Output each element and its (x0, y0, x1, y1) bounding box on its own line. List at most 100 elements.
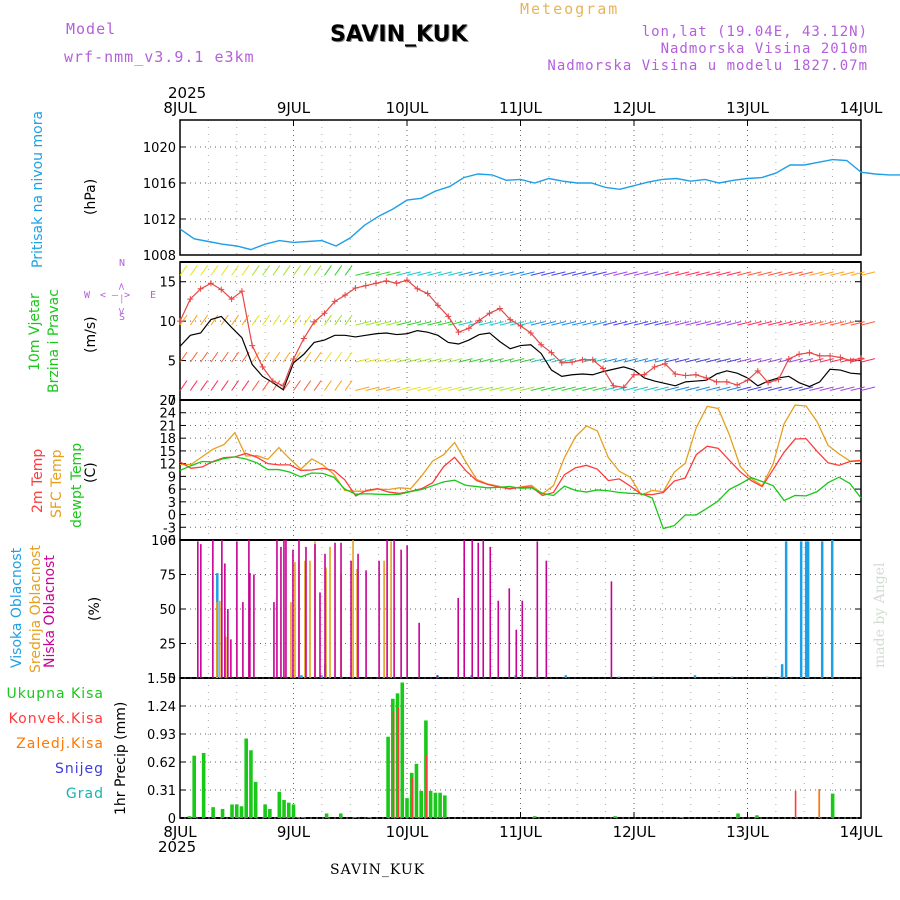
wind-arrow (706, 358, 721, 363)
total-precip-bar (282, 799, 286, 818)
low-cloud-bar (489, 546, 492, 678)
low-cloud-bar (273, 602, 275, 678)
wind-arrow (520, 271, 535, 276)
high-cloud-bar (799, 541, 803, 678)
wind-arrow (561, 386, 576, 392)
ytick-label: 24 (159, 407, 176, 422)
total-precip-bar (239, 806, 244, 818)
wind-gust-marker (445, 313, 452, 320)
total-precip-bar (400, 682, 405, 818)
ytick-label: 12 (159, 458, 176, 473)
mid-cloud-bar (390, 541, 392, 678)
wind-arrow (602, 271, 618, 276)
total-precip-bar (324, 813, 329, 818)
wind-arrow (282, 351, 291, 363)
wind-arrow (406, 321, 422, 326)
wind-arrow (313, 380, 322, 391)
ytick-label: 1016 (143, 177, 176, 192)
wind-arrow (695, 358, 711, 363)
wind-gust-marker (589, 356, 596, 363)
wind-arrow (623, 386, 638, 392)
x-date-label-bottom: 9JUL (277, 823, 311, 841)
wind-arrow (809, 321, 824, 326)
low-cloud-bar (227, 609, 229, 678)
wind-arrow (231, 380, 240, 391)
wind-arrow (582, 271, 597, 276)
low-cloud-bar (314, 544, 316, 678)
wind-arrow (386, 358, 401, 363)
wind-arrow (809, 271, 824, 276)
ytick-label: 100 (151, 534, 176, 549)
total-precip-bar (263, 804, 267, 818)
wind-gust-marker (858, 355, 864, 362)
wind-arrow (592, 386, 607, 392)
precip-legend-frozen: Zaledj.Kisa (16, 736, 104, 752)
wind-arrow (860, 386, 876, 392)
total-precip-bar (414, 763, 419, 818)
total-precip-bar (201, 752, 206, 818)
ytick-label: 1.24 (147, 700, 176, 715)
wind-arrow (220, 351, 229, 363)
low-cloud-bar (457, 597, 460, 678)
wind-arrow (251, 265, 260, 276)
wind-gust-marker (847, 357, 854, 364)
precip-legend-total: Ukupna Kisa (6, 686, 104, 702)
wind-arrow (324, 351, 332, 363)
low-cloud-bar (200, 544, 202, 678)
wind-arrow (716, 321, 731, 326)
wind-arrow (571, 386, 587, 392)
wind-gust-marker (775, 376, 782, 383)
ytick-label: 75 (159, 569, 176, 584)
wind-arrow (561, 271, 576, 276)
wind-arrow (344, 380, 353, 391)
wind-arrow (675, 271, 690, 276)
wind-arrow (685, 321, 700, 326)
wind-arrow (272, 314, 281, 326)
wind-gust-marker (713, 378, 720, 385)
wind-arrow (675, 386, 690, 392)
ytick-label: 1012 (143, 213, 176, 228)
wind-arrow (334, 380, 343, 391)
year-bottom: 2025 (158, 838, 197, 856)
wind-gust-marker (785, 355, 792, 362)
wind-arrow (768, 321, 783, 326)
wind-arrow (396, 271, 411, 276)
wind-arrow (499, 321, 514, 326)
low-cloud-bar (418, 622, 420, 678)
ytick-label: 9 (168, 470, 176, 485)
wind-arrow (675, 321, 690, 326)
wind-arrow (365, 321, 380, 326)
wind-gust-marker (765, 379, 772, 386)
wind-gust-marker (703, 374, 710, 381)
wind-gust-marker (280, 382, 287, 389)
wind-gust-marker (734, 382, 741, 389)
wind-arrow (200, 314, 209, 326)
wind-arrow (458, 386, 473, 392)
wind-arrow (654, 386, 669, 392)
mid-cloud-bar (352, 540, 354, 678)
wind-gust-marker (827, 352, 834, 359)
wind-arrow (324, 380, 332, 391)
wind-arrow (210, 314, 219, 326)
frozen-precip-bar (818, 789, 821, 818)
x-date-label-bottom: 13JUL (726, 823, 769, 841)
wind-arrow (840, 321, 855, 326)
low-cloud-bar (482, 540, 485, 678)
wind-gust-marker (362, 282, 369, 289)
x-date-label-bottom: 11JUL (499, 823, 542, 841)
meteogram-title: Meteogram (520, 0, 620, 18)
mid-cloud-bar (294, 562, 296, 678)
wind-gust-marker (517, 322, 524, 329)
low-cloud-bar (249, 573, 251, 678)
wind-gust-marker (806, 349, 813, 356)
ytick-label: 10 (159, 315, 176, 330)
wind-arrow (210, 265, 219, 276)
wind-arrow (448, 271, 463, 276)
total-precip-bar (296, 817, 301, 818)
total-precip-bar (830, 793, 835, 818)
total-precip-bar (613, 816, 617, 818)
wind-arrow (437, 358, 453, 363)
x-date-label-top: 8JUL (163, 99, 197, 117)
wind-arrow (829, 358, 845, 363)
wind-arrow (479, 271, 494, 276)
